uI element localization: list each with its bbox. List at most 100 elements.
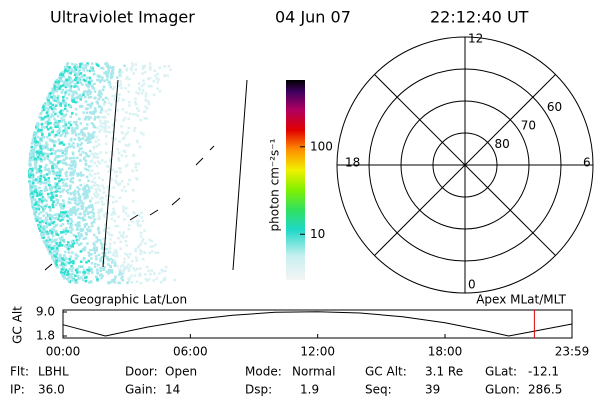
pixel bbox=[52, 200, 55, 204]
pixel bbox=[48, 213, 52, 216]
pixel bbox=[42, 198, 46, 201]
pixel bbox=[54, 140, 57, 143]
pixel bbox=[119, 83, 122, 86]
pixel bbox=[114, 262, 117, 265]
pixel bbox=[64, 153, 67, 156]
pixel bbox=[39, 229, 42, 232]
pixel bbox=[138, 145, 142, 149]
pixel bbox=[46, 114, 49, 118]
pixel bbox=[83, 156, 86, 160]
pixel bbox=[42, 108, 46, 111]
pixel bbox=[50, 196, 53, 199]
pixel bbox=[79, 81, 83, 85]
pixel bbox=[86, 228, 89, 231]
pixel bbox=[102, 229, 106, 232]
pixel bbox=[68, 69, 72, 72]
pixel bbox=[122, 208, 125, 211]
pixel bbox=[74, 71, 77, 75]
pixel bbox=[94, 172, 97, 176]
pixel bbox=[87, 80, 91, 84]
pixel bbox=[39, 137, 42, 140]
pixel bbox=[47, 244, 50, 247]
pixel bbox=[107, 101, 111, 105]
pixel bbox=[93, 176, 96, 180]
pixel bbox=[76, 224, 79, 227]
pixel bbox=[56, 175, 60, 179]
pixel bbox=[119, 269, 123, 272]
pixel bbox=[112, 210, 115, 214]
pixel bbox=[101, 196, 104, 200]
pixel bbox=[105, 135, 108, 138]
pixel bbox=[136, 107, 139, 110]
pixel bbox=[77, 238, 80, 241]
pixel bbox=[90, 269, 93, 272]
pixel bbox=[93, 97, 96, 100]
pixel bbox=[74, 223, 77, 227]
pixel bbox=[76, 271, 79, 274]
pixel bbox=[42, 146, 46, 150]
pixel bbox=[71, 240, 74, 244]
pixel bbox=[38, 227, 41, 230]
pixel bbox=[52, 172, 55, 176]
pixel bbox=[35, 168, 39, 171]
pixel bbox=[109, 269, 112, 273]
pixel bbox=[74, 253, 78, 256]
pixel bbox=[101, 76, 104, 79]
pixel bbox=[90, 133, 94, 136]
pixel bbox=[65, 129, 68, 132]
pixel bbox=[134, 268, 137, 272]
pixel bbox=[79, 98, 82, 101]
pixel bbox=[69, 212, 73, 215]
pixel bbox=[86, 136, 89, 139]
pixel bbox=[104, 142, 108, 146]
pixel bbox=[114, 137, 117, 141]
pixel bbox=[51, 168, 54, 172]
pixel bbox=[50, 113, 54, 116]
pixel bbox=[70, 137, 73, 141]
pixel bbox=[143, 110, 147, 113]
pixel bbox=[84, 206, 88, 210]
pixel bbox=[39, 157, 43, 161]
pixel bbox=[76, 100, 79, 104]
pixel bbox=[83, 118, 87, 121]
pixel bbox=[61, 88, 64, 92]
pixel bbox=[41, 205, 45, 208]
pixel bbox=[107, 165, 110, 168]
pixel bbox=[90, 102, 94, 105]
pixel bbox=[141, 240, 144, 243]
altitude-line bbox=[62, 311, 573, 337]
pixel bbox=[64, 107, 67, 111]
pixel bbox=[83, 246, 87, 249]
pixel bbox=[34, 189, 37, 192]
pixel bbox=[94, 255, 98, 258]
pixel bbox=[99, 151, 103, 154]
pixel bbox=[155, 277, 158, 280]
pixel bbox=[95, 257, 98, 261]
pixel bbox=[30, 145, 33, 149]
pixel bbox=[53, 225, 56, 229]
pixel bbox=[47, 94, 50, 98]
field-label: Gain: bbox=[125, 383, 157, 397]
pixel bbox=[75, 65, 79, 69]
pixel bbox=[141, 219, 145, 223]
pixel bbox=[74, 90, 77, 94]
pixel bbox=[65, 150, 69, 153]
pixel bbox=[38, 220, 42, 224]
pixel bbox=[160, 268, 163, 272]
pixel bbox=[38, 167, 41, 171]
pixel bbox=[147, 84, 151, 88]
pixel bbox=[58, 241, 62, 245]
pixel bbox=[49, 92, 52, 95]
pixel bbox=[49, 219, 53, 222]
pixel bbox=[93, 193, 96, 196]
pixel bbox=[53, 106, 56, 109]
pixel bbox=[74, 100, 77, 104]
pixel bbox=[70, 265, 73, 268]
pixel bbox=[29, 183, 32, 187]
pixel bbox=[81, 105, 84, 108]
pixel bbox=[54, 80, 58, 84]
pixel bbox=[66, 109, 69, 113]
pixel bbox=[91, 208, 95, 211]
pixel bbox=[68, 145, 72, 148]
pixel bbox=[58, 253, 62, 256]
